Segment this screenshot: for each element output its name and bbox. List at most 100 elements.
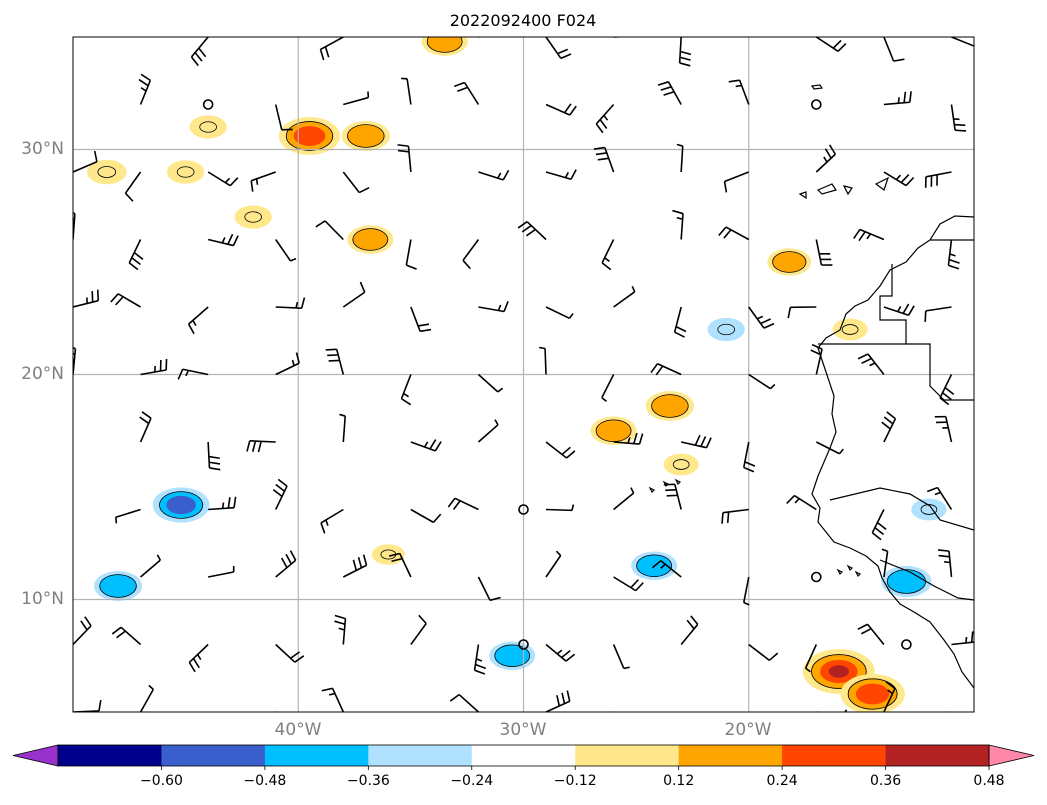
barb-flag [285,553,292,565]
positive-anomaly [189,115,227,139]
colorbar-segment [885,745,990,766]
anomaly-band [166,160,205,184]
wind-barb [477,576,501,602]
barb-shaft [190,37,209,58]
barb-flag [291,359,295,366]
barb-flag [124,192,134,202]
barb-flag [417,323,430,327]
barb-flag [277,478,288,487]
wind-barb [325,348,345,375]
barb-flag [660,86,672,91]
barb-shaft [545,103,571,116]
barb-shaft [725,226,750,241]
barb-shaft [674,484,682,510]
barb-shaft [140,369,167,376]
anomaly-band [651,394,689,418]
barb-flag [593,728,598,738]
barb-flag [686,619,695,630]
barb-flag [497,387,504,393]
wind-barb [601,374,615,403]
anomaly-band [166,495,196,515]
barb-shaft [73,37,74,39]
barb-flag [768,652,779,661]
barb-flag [948,258,960,264]
anomaly-contour [841,324,859,335]
wind-barb [405,239,417,270]
barb-flag [805,667,811,673]
anomaly-band [87,159,127,185]
barb-flag [721,512,724,524]
barb-flag [893,58,905,62]
wind-barb [315,220,344,241]
barb-flag [503,301,509,312]
barb-shaft [883,551,889,578]
wind-barb [453,81,480,105]
barb-flag [976,38,982,47]
anomaly-contour [244,211,263,223]
barb-shaft [463,82,480,105]
barb-flag [420,328,432,333]
wind-barb [816,709,848,712]
wind-barb [208,496,237,511]
barb-flag [635,582,644,592]
barb-flag [700,436,707,447]
wind-barb [140,37,142,38]
barb-flag [73,347,76,350]
barb-shaft [951,711,953,712]
barb-flag [869,362,876,367]
colorbar-segment [782,745,887,766]
lat-label-30n: 30°N [21,139,64,159]
barb-shaft [188,306,209,325]
wind-barb [815,239,833,266]
wind-barb [388,552,412,578]
barb-flag [675,325,687,333]
barb-flag [334,620,346,626]
barb-shaft [742,576,750,603]
calm-circle [811,571,822,583]
barb-flag [327,354,339,357]
barb-flag [192,319,197,327]
barb-flag [398,22,409,23]
wind-barb [742,576,750,606]
wind-barb [815,37,847,52]
barb-flag [883,416,894,425]
wind-barb [815,144,837,173]
wind-barb [881,548,889,578]
anomaly-band [832,318,868,341]
barb-flag [334,614,346,620]
positive-anomaly [645,391,695,421]
barb-flag [339,413,346,417]
positive-anomaly [840,674,905,712]
barb-shaft [748,306,765,329]
colorbar-extend-high [988,744,1035,767]
barb-shaft [343,96,369,106]
wind-barb [545,643,576,662]
barb-flag [290,257,297,262]
barb-flag [942,392,952,401]
wind-barb [545,103,577,116]
barb-shaft [462,239,480,261]
barb-flag [726,511,730,524]
barb-flag [156,554,162,561]
barb-shaft [612,711,614,712]
colorbar-segment [264,745,369,766]
barb-flag [837,42,847,52]
barb-flag [98,699,102,712]
barb-flag [634,25,636,36]
wind-barb [545,550,562,578]
barb-flag [638,433,644,445]
barb-flag [209,461,221,465]
barb-flag [905,176,915,187]
barb-flag [338,627,345,631]
barb-shaft [275,643,296,663]
barb-flag [885,681,896,690]
barb-shaft [139,688,155,712]
barb-flag [224,177,231,184]
barb-flag [786,494,795,504]
colorbar-segment [368,745,473,766]
barb-flag [475,663,487,670]
barb-shaft [128,239,142,264]
barb-flag [955,129,967,132]
barb-flag [744,461,756,467]
barb-flag [937,549,950,552]
